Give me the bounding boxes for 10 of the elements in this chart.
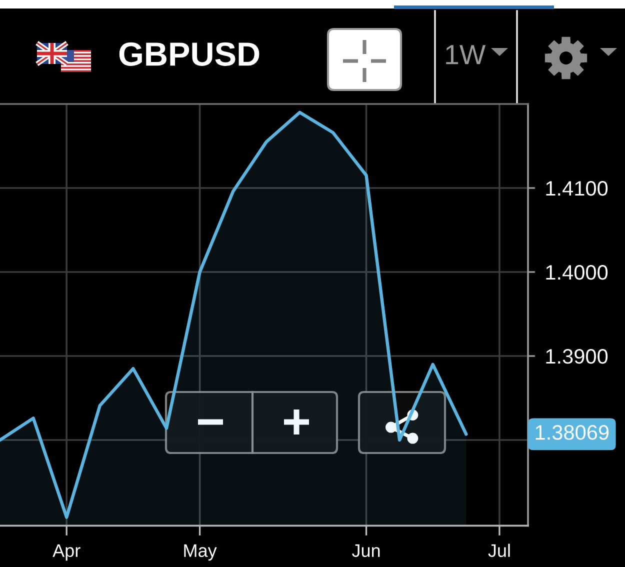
x-tick-label: Apr [52, 544, 80, 561]
y-tick-label: 1.4100 [546, 181, 608, 196]
x-tick-label: Jul [488, 544, 510, 558]
chart-title: GBPUSD [119, 42, 260, 66]
x-tick-label: Jun [352, 544, 380, 558]
y-tick-label: 1.3900 [546, 349, 608, 364]
y-tick-label: 1.4000 [546, 265, 608, 280]
x-tick-label: May [184, 544, 217, 561]
text: 1.38069 [536, 425, 609, 440]
text: 1W [446, 45, 486, 64]
